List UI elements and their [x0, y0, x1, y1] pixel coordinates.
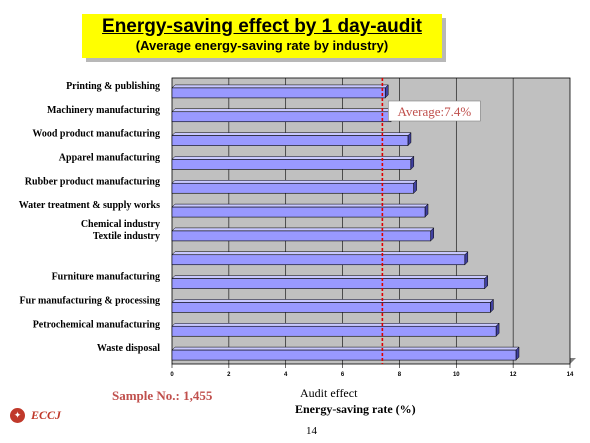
bar [171, 325, 497, 337]
bar-top-face [171, 346, 520, 351]
bar [171, 302, 491, 313]
bar-top-face [171, 227, 435, 232]
title-box: Energy-saving effect by 1 day-audit (Ave… [82, 14, 442, 58]
eccj-logo-icon: ✦ [10, 408, 25, 423]
page-number: 14 [306, 425, 317, 437]
average-label-box [388, 100, 481, 122]
average-label: Average:7.4% [397, 104, 471, 119]
sample-number: Sample No.: 1,455 [112, 388, 213, 403]
x-tick-label: 2 [227, 372, 231, 378]
chart-title: Energy-saving effect by 1 day-audit [102, 16, 422, 37]
x-tick-label: 14 [567, 372, 574, 378]
bar [171, 254, 466, 266]
x-axis-label-line1: Audit effect [300, 386, 358, 400]
category-label: Furniture manufacturing [52, 272, 160, 283]
bar-top-face [171, 180, 418, 184]
bar-top-face [171, 323, 500, 327]
bar [171, 182, 414, 194]
bar-top-face [171, 156, 415, 160]
bar [171, 230, 432, 242]
bar-top-face [171, 108, 395, 112]
chart-subtitle: (Average energy-saving rate by industry) [135, 38, 389, 53]
x-tick-label: 4 [284, 372, 288, 378]
bar [171, 159, 412, 170]
eccj-logo: ✦ ECCJ [10, 408, 61, 423]
category-label: Chemical industry [81, 219, 160, 230]
category-label: Rubber product manufacturing [25, 176, 160, 187]
category-label: Textile industry [93, 231, 160, 242]
bar-top-face [171, 275, 489, 279]
x-tick-label: 6 [341, 372, 345, 378]
bar [171, 278, 486, 289]
bar [171, 111, 392, 123]
category-label: Printing & publishing [66, 81, 160, 92]
x-tick-label: 8 [398, 372, 402, 378]
bar-top-face [171, 132, 412, 136]
bar [171, 87, 386, 99]
category-label: Machinery manufacturing [47, 105, 160, 116]
category-label: Water treatment & supply works [19, 200, 160, 211]
bar [171, 349, 517, 361]
bar-top-face [171, 203, 429, 208]
eccj-logo-text: ECCJ [31, 408, 62, 422]
bar-top-face [171, 251, 469, 255]
category-label: Waste disposal [97, 343, 160, 354]
x-tick-label: 0 [170, 372, 174, 378]
bar [171, 135, 409, 146]
x-tick-label: 10 [453, 372, 460, 378]
category-label: Fur manufacturing & processing [20, 295, 160, 306]
category-label: Apparel manufacturing [59, 152, 160, 163]
x-axis-label-line2: Energy-saving rate (%) [295, 402, 416, 416]
bar-top-face [171, 84, 389, 89]
category-label: Petrochemical manufacturing [33, 319, 160, 330]
x-tick-label: 12 [510, 372, 517, 378]
bar [171, 206, 426, 218]
category-label: Wood product manufacturing [32, 129, 160, 140]
bar-top-face [171, 299, 495, 303]
plot-area [171, 77, 571, 365]
